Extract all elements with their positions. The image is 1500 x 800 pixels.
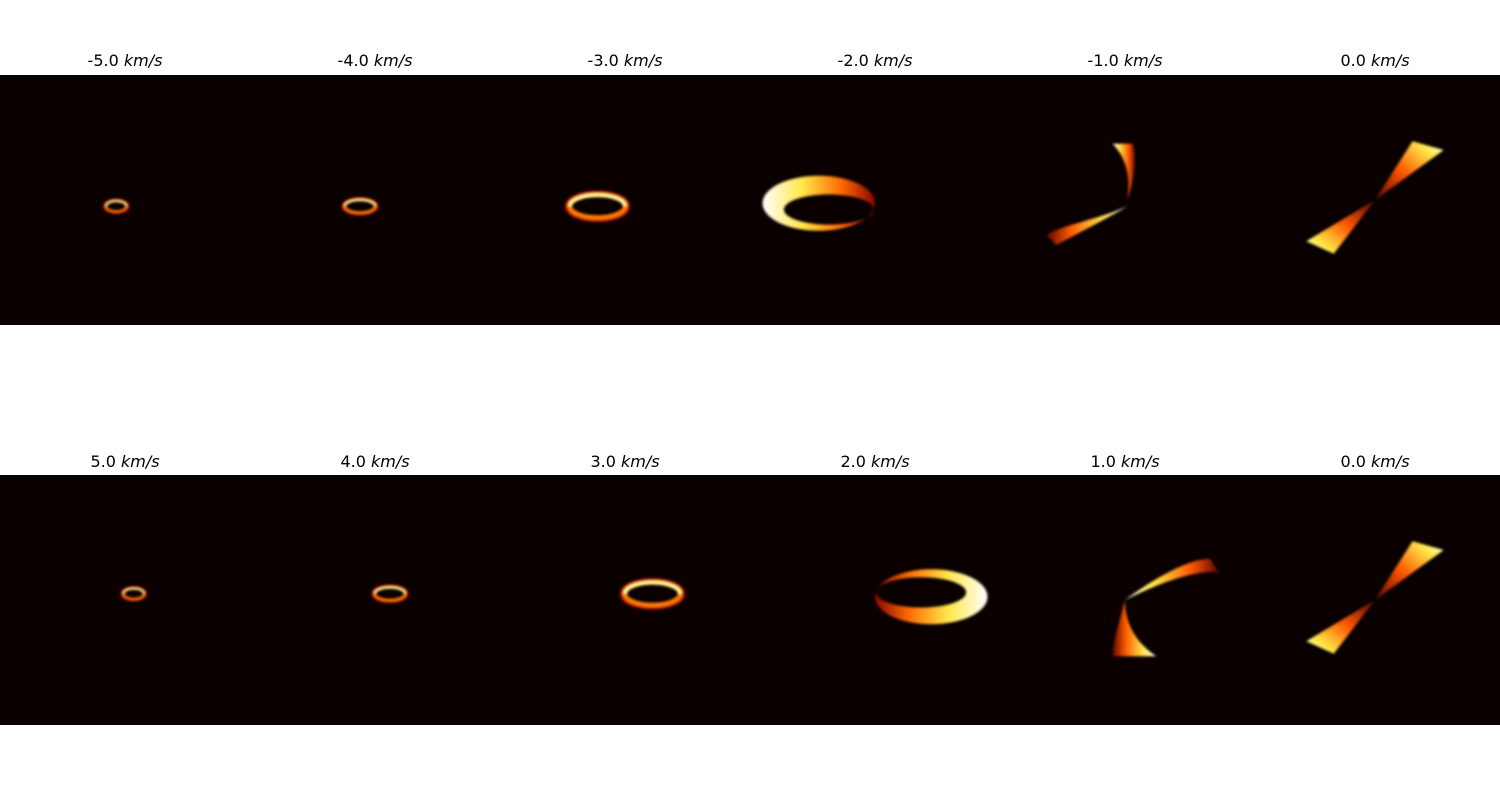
channel-panel — [1250, 475, 1500, 725]
velocity-value: -5.0 — [87, 51, 119, 70]
velocity-value: 3.0 — [590, 452, 616, 471]
channel-panel — [1000, 75, 1250, 325]
channel-image — [0, 75, 250, 325]
channel-panel — [0, 75, 250, 325]
channel-image — [1250, 475, 1500, 725]
channel-panel — [1250, 75, 1500, 325]
channel-image — [500, 75, 750, 325]
channel-panel — [250, 475, 500, 725]
channel-panel — [1000, 475, 1250, 725]
velocity-value: 4.0 — [340, 452, 366, 471]
velocity-value: -2.0 — [837, 51, 869, 70]
channel-image — [1000, 475, 1250, 725]
velocity-unit: km/s — [120, 452, 160, 471]
panel-title: 4.0 km/s — [250, 452, 500, 472]
panel-background — [0, 475, 250, 725]
channel-image — [0, 475, 250, 725]
velocity-unit: km/s — [370, 452, 410, 471]
emission-ring — [102, 198, 130, 215]
emission-ring — [120, 585, 148, 602]
panel-background — [250, 75, 500, 325]
velocity-value: -3.0 — [587, 51, 619, 70]
emission-crescent — [875, 569, 988, 625]
emission-crescent — [762, 175, 875, 231]
velocity-unit: km/s — [1123, 51, 1163, 70]
velocity-unit: km/s — [620, 452, 660, 471]
channel-panel — [0, 475, 250, 725]
emission-hook — [1112, 558, 1219, 657]
panel-title: 2.0 km/s — [750, 452, 1000, 472]
velocity-unit: km/s — [123, 51, 163, 70]
velocity-value: 1.0 — [1090, 452, 1116, 471]
velocity-value: -1.0 — [1087, 51, 1119, 70]
channel-image — [500, 475, 750, 725]
emission-ring — [619, 577, 686, 610]
velocity-value: -4.0 — [337, 51, 369, 70]
panel-title: -5.0 km/s — [0, 51, 250, 71]
channel-image — [750, 475, 1000, 725]
panel-title: -2.0 km/s — [750, 51, 1000, 71]
emission-bowtie — [1306, 141, 1444, 254]
velocity-unit: km/s — [373, 51, 413, 70]
velocity-unit: km/s — [1120, 452, 1160, 471]
channel-panel — [500, 75, 750, 325]
velocity-unit: km/s — [623, 51, 663, 70]
channel-image — [1000, 75, 1250, 325]
panel-title: 3.0 km/s — [500, 452, 750, 472]
velocity-unit: km/s — [1370, 51, 1410, 70]
panel-background — [250, 475, 500, 725]
panel-background — [0, 75, 250, 325]
panel-title: 0.0 km/s — [1250, 51, 1500, 71]
panel-title: -3.0 km/s — [500, 51, 750, 71]
emission-ring — [371, 584, 409, 604]
velocity-unit: km/s — [1370, 452, 1410, 471]
emission-ring — [341, 196, 379, 216]
channel-image — [250, 475, 500, 725]
emission-hook — [1046, 143, 1136, 245]
channel-image — [1250, 75, 1500, 325]
channel-panel — [750, 475, 1000, 725]
panel-title: -4.0 km/s — [250, 51, 500, 71]
panel-title: 5.0 km/s — [0, 452, 250, 472]
channel-image — [250, 75, 500, 325]
velocity-unit: km/s — [873, 51, 913, 70]
panel-title: 1.0 km/s — [1000, 452, 1250, 472]
channel-panel — [500, 475, 750, 725]
channel-image — [750, 75, 1000, 325]
channel-panel — [750, 75, 1000, 325]
panel-background — [750, 475, 1000, 725]
panel-background — [1000, 75, 1250, 325]
emission-ring — [564, 190, 631, 223]
velocity-value: 2.0 — [840, 452, 866, 471]
velocity-value: 5.0 — [90, 452, 116, 471]
emission-bowtie — [1306, 541, 1444, 654]
panel-title: 0.0 km/s — [1250, 452, 1500, 472]
velocity-unit: km/s — [870, 452, 910, 471]
velocity-value: 0.0 — [1340, 51, 1366, 70]
panel-title: -1.0 km/s — [1000, 51, 1250, 71]
velocity-value: 0.0 — [1340, 452, 1366, 471]
channel-panel — [250, 75, 500, 325]
